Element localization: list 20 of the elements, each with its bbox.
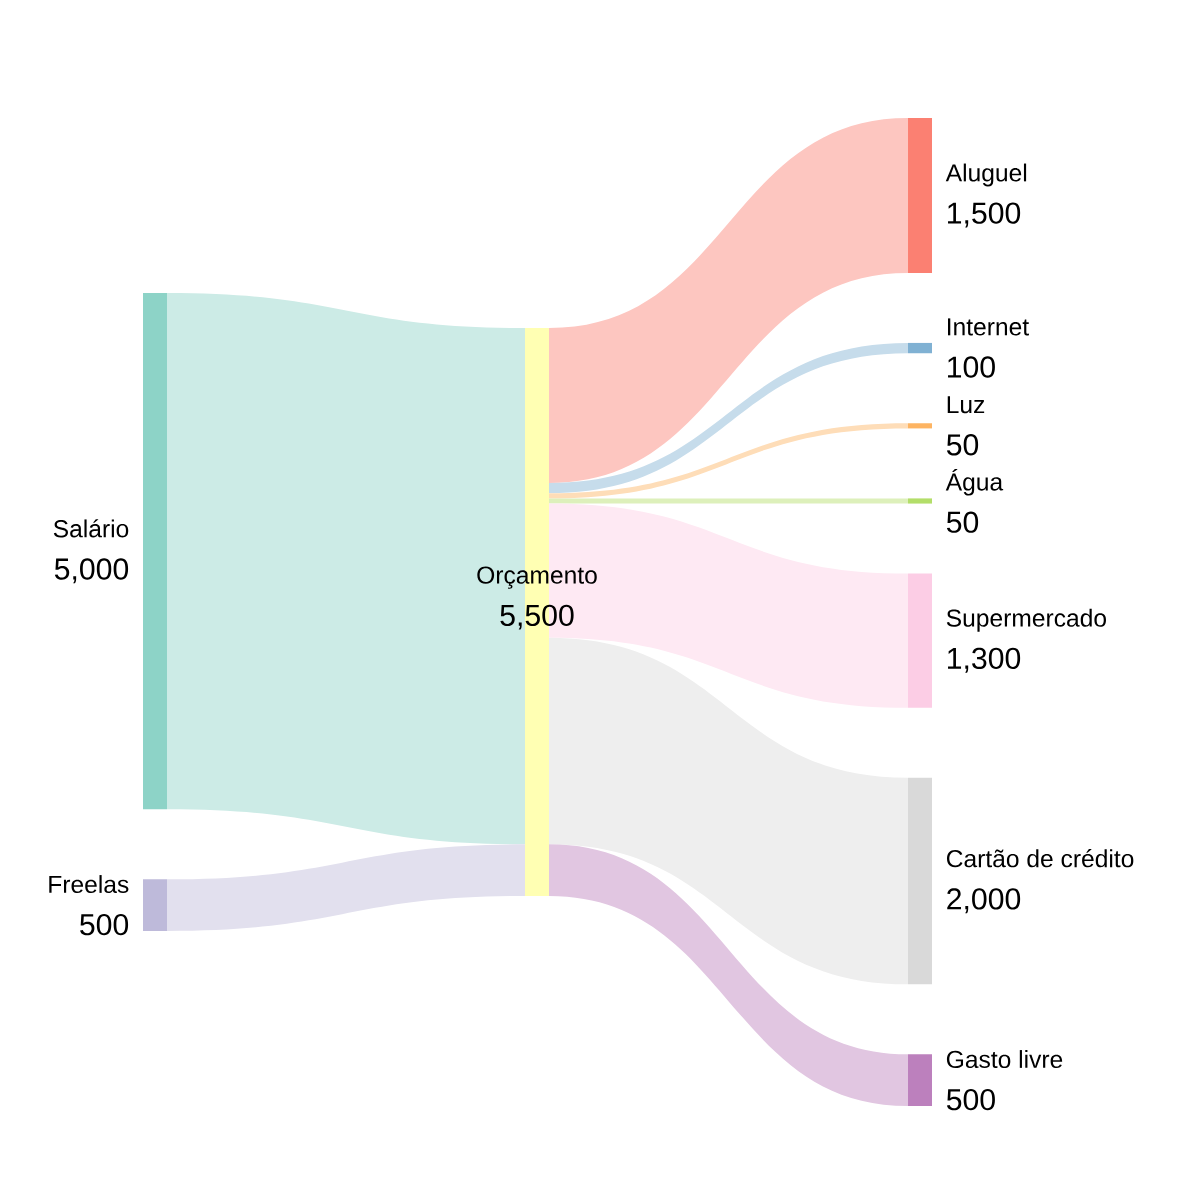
data-label: 100 — [948, 356, 995, 378]
category-label: Orçamento — [477, 566, 597, 589]
category-label: Luz — [947, 396, 985, 414]
category-label: Salário — [53, 519, 129, 538]
category-label: Freelas — [49, 875, 129, 894]
category-label: Internet — [947, 318, 1029, 336]
category-label: Aluguel — [945, 163, 1027, 187]
data-label: 5,000 — [54, 558, 129, 584]
data-label: 5,500 — [500, 604, 574, 630]
category-label: Gasto livre — [946, 1050, 1063, 1069]
data-label: 1,300 — [948, 647, 1021, 673]
data-label: 1,500 — [948, 202, 1021, 228]
data-label: 50 — [946, 511, 979, 533]
data-label: 500 — [80, 913, 129, 936]
category-label: Supermercado — [946, 608, 1106, 632]
data-label: 500 — [946, 1088, 995, 1111]
data-label: 2,000 — [947, 888, 1021, 914]
category-label: Cartão de crédito — [946, 849, 1134, 868]
data-label: 50 — [946, 434, 979, 456]
category-label: Água — [945, 469, 1004, 496]
